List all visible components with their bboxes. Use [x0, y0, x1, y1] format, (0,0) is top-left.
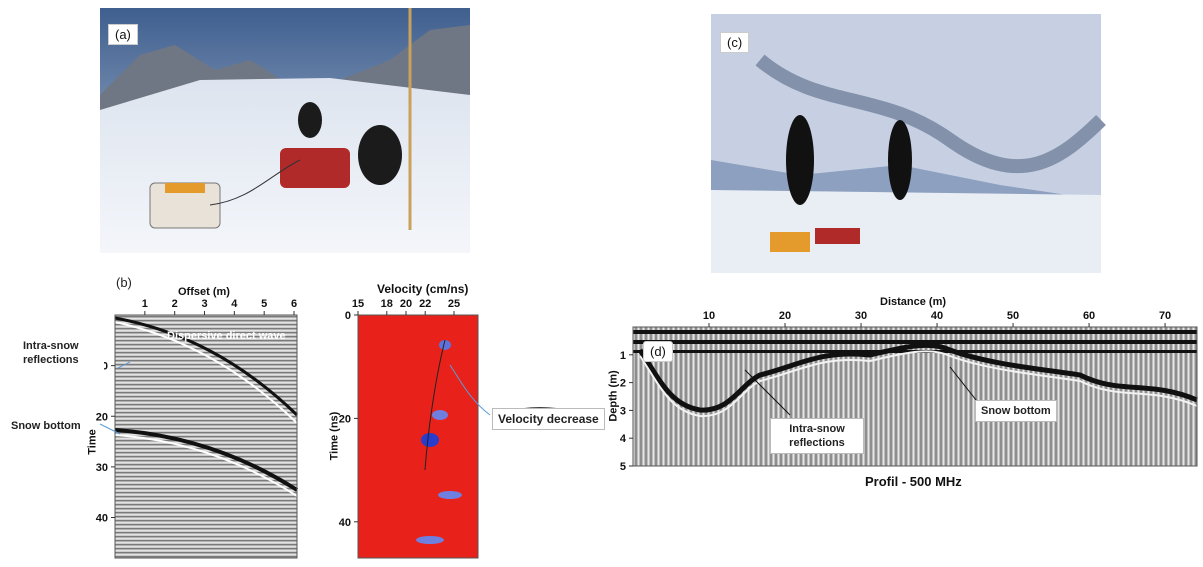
x-tick-label: 4 [231, 298, 238, 310]
y-tick-label: 0 [345, 310, 351, 322]
callout: Snow bottom [8, 416, 84, 436]
y-tick-label: 1 [620, 350, 626, 362]
panel-label: (c) [720, 32, 749, 53]
x-tick-label: 6 [291, 298, 297, 310]
y-tick-label: 20 [96, 411, 108, 423]
x-tick-label: 20 [400, 298, 412, 310]
x-tick-label: 50 [1007, 310, 1019, 322]
photo-c [711, 14, 1101, 273]
x-tick-label: 30 [855, 310, 867, 322]
figure: 1234561020304015182022250204010203040506… [0, 0, 1203, 567]
callout: Snow bottom [975, 400, 1057, 422]
y-tick-label: 40 [96, 513, 108, 525]
x-tick-label: 22 [419, 298, 431, 310]
x-tick-label: 1 [142, 298, 148, 310]
panel-label: (a) [108, 24, 138, 45]
caption: Profil - 500 MHz [865, 474, 962, 489]
x-tick-label: 3 [201, 298, 207, 310]
x-tick-label: 40 [931, 310, 943, 322]
x-tick-label: 70 [1159, 310, 1171, 322]
y-title: Time (ns) [328, 412, 340, 461]
shot-gather [115, 315, 297, 558]
x-tick-label: 15 [352, 298, 364, 310]
y-tick-label: 30 [96, 462, 108, 474]
y-tick-label: 40 [339, 517, 351, 529]
y-tick-label: 3 [620, 405, 626, 417]
photo-a [100, 8, 470, 253]
annotation: Dispersive direct wave [167, 330, 286, 342]
x-title: Velocity (cm/ns) [377, 282, 468, 296]
panel-label: (b) [116, 276, 132, 290]
callout: Intra-snow reflections [20, 336, 104, 370]
y-title: Time [87, 429, 99, 454]
x-tick-label: 5 [261, 298, 267, 310]
y-tick-label: 4 [620, 433, 627, 445]
x-tick-label: 20 [779, 310, 791, 322]
x-tick-label: 25 [448, 298, 460, 310]
y-tick-label: 2 [620, 378, 626, 390]
panel-label: (d) [643, 341, 673, 362]
callout: Intra-snow reflections [770, 418, 864, 454]
y-title: Depth (m) [608, 370, 620, 421]
x-tick-label: 60 [1083, 310, 1095, 322]
x-title: Distance (m) [880, 296, 946, 308]
page: {"panels":{ "a":{"label":"(a)"}, "b":{"l… [0, 0, 1203, 567]
y-tick-label: 5 [620, 461, 626, 473]
x-title: Offset (m) [178, 286, 230, 298]
velocity-panel [358, 315, 478, 558]
x-tick-label: 2 [172, 298, 178, 310]
x-tick-label: 18 [381, 298, 393, 310]
callout: Velocity decrease [492, 408, 605, 430]
y-tick-label: 20 [339, 413, 351, 425]
gpr-profile [633, 327, 1197, 466]
x-tick-label: 10 [703, 310, 715, 322]
